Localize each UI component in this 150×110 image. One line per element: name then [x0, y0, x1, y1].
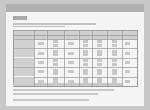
Bar: [13, 99, 89, 101]
Bar: [53, 69, 58, 72]
Bar: [13, 16, 27, 20]
Bar: [112, 63, 117, 66]
Bar: [112, 69, 117, 72]
Bar: [97, 53, 102, 56]
Bar: [38, 80, 44, 83]
Bar: [38, 42, 44, 45]
Bar: [112, 82, 117, 84]
Bar: [97, 69, 102, 72]
Bar: [13, 30, 137, 35]
Bar: [68, 61, 74, 64]
Bar: [13, 26, 65, 28]
Bar: [97, 50, 102, 53]
Bar: [125, 61, 130, 64]
Bar: [97, 63, 102, 66]
Bar: [38, 70, 44, 73]
Bar: [83, 40, 88, 43]
Bar: [14, 40, 34, 48]
Bar: [97, 59, 102, 62]
Bar: [125, 42, 130, 45]
Bar: [83, 63, 88, 66]
Bar: [125, 52, 130, 55]
Bar: [83, 44, 88, 47]
Bar: [97, 72, 102, 75]
Bar: [83, 69, 88, 72]
Bar: [53, 59, 58, 62]
Bar: [14, 77, 34, 85]
Bar: [53, 82, 58, 84]
Bar: [14, 68, 34, 76]
Bar: [83, 59, 88, 62]
Bar: [97, 82, 102, 84]
Bar: [53, 63, 58, 66]
Bar: [38, 61, 44, 64]
Bar: [83, 78, 88, 81]
Bar: [13, 93, 98, 95]
Bar: [112, 78, 117, 81]
Bar: [53, 53, 58, 56]
Bar: [53, 40, 58, 43]
Bar: [13, 35, 137, 39]
Bar: [112, 59, 117, 62]
Bar: [68, 80, 74, 83]
Bar: [68, 52, 74, 55]
Bar: [83, 82, 88, 84]
Bar: [112, 40, 117, 43]
Bar: [83, 53, 88, 56]
Bar: [14, 58, 34, 67]
Bar: [83, 50, 88, 53]
Bar: [112, 53, 117, 56]
Bar: [97, 44, 102, 47]
Bar: [112, 50, 117, 53]
Bar: [125, 70, 130, 73]
Bar: [38, 52, 44, 55]
Bar: [97, 78, 102, 81]
Bar: [83, 72, 88, 75]
Bar: [53, 78, 58, 81]
Bar: [97, 40, 102, 43]
Bar: [13, 89, 114, 91]
Bar: [68, 70, 74, 73]
Bar: [13, 83, 122, 86]
Bar: [13, 30, 137, 86]
Bar: [112, 44, 117, 47]
Bar: [68, 42, 74, 45]
Bar: [14, 49, 34, 57]
Bar: [6, 4, 144, 12]
Bar: [125, 80, 130, 83]
Bar: [53, 50, 58, 53]
Bar: [53, 44, 58, 47]
Bar: [13, 23, 96, 25]
Bar: [53, 72, 58, 75]
Bar: [112, 72, 117, 75]
